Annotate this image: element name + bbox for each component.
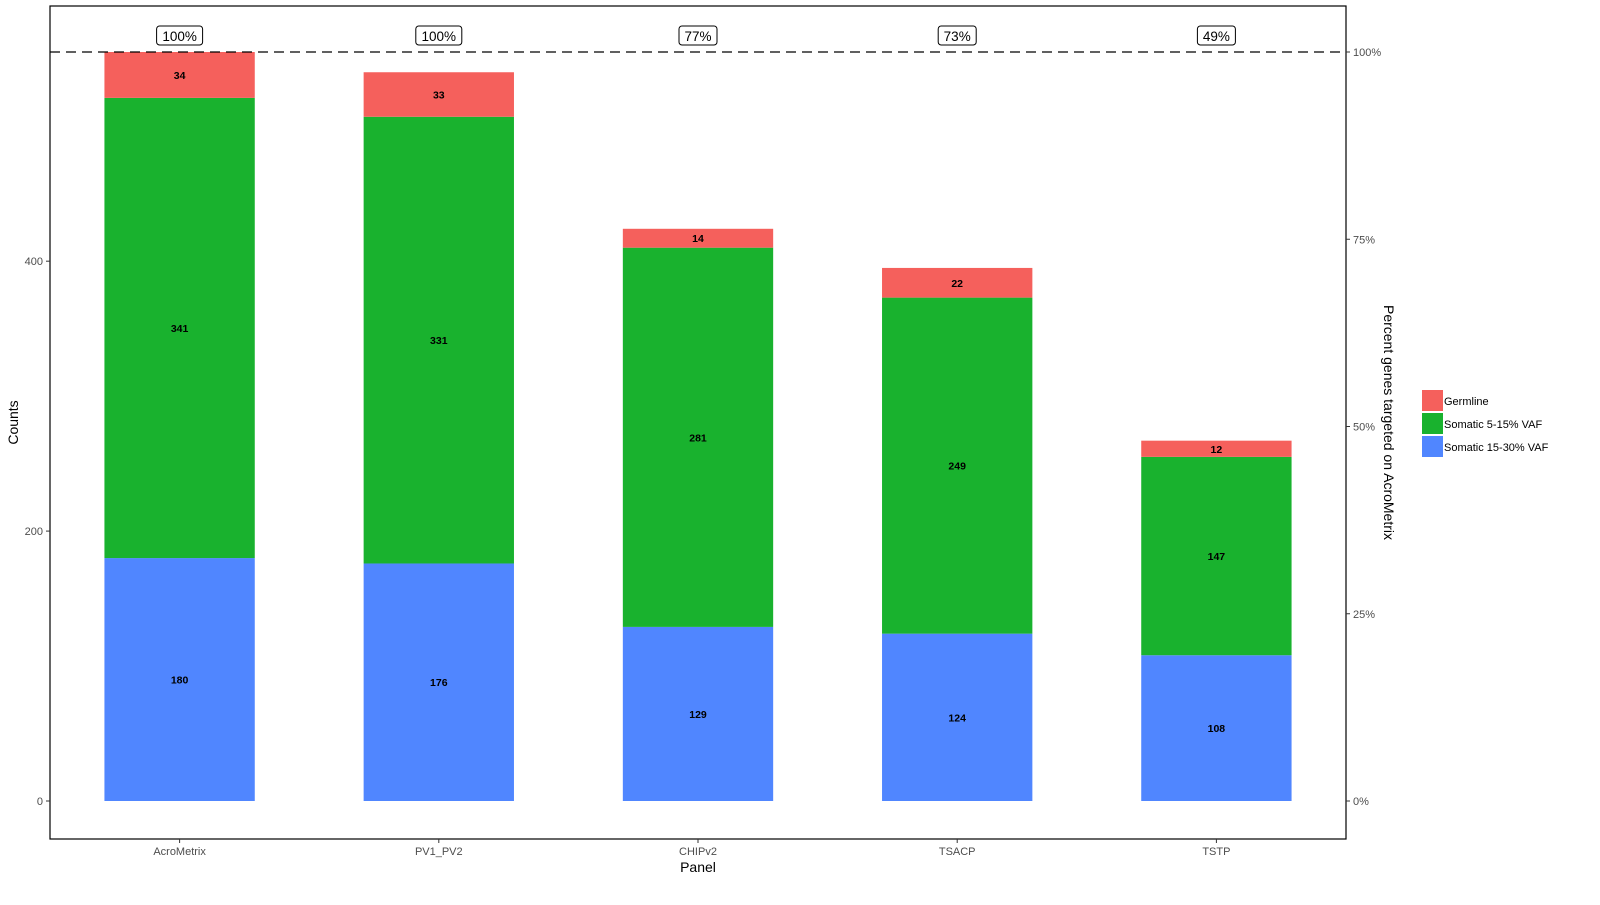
bar-segment-chipv2-0 [622,626,774,801]
bar-segment-pv1_pv2-1 [363,116,514,564]
bar-segment-tsacp-1 [882,297,1033,634]
legend-label: Somatic 15-30% VAF [1444,442,1549,454]
data-label: 341 [171,323,189,335]
percent-label-box [678,25,718,46]
percent-label-text: 100% [422,29,457,44]
data-label: 108 [1208,723,1226,735]
percent-label-text: 100% [162,29,197,44]
y-tick-label: 200 [25,526,43,538]
data-label: 249 [948,461,966,473]
x-tick-label: AcroMetrix [153,846,206,858]
percent-label: 73% [937,25,977,46]
data-label: 33 [433,90,445,102]
x-tick-label: TSACP [939,846,976,858]
data-label: 147 [1208,551,1226,563]
percent-label-box [415,25,463,46]
right-y-tick-label: 100% [1353,47,1381,59]
data-label: 12 [1211,444,1223,456]
bar-segment-tsacp-0 [882,633,1033,801]
bar-segment-acrometrix-0 [104,558,255,801]
legend-label: Germline [1444,396,1489,408]
right-y-tick-label: 25% [1353,609,1375,621]
legend-swatch [1422,436,1443,457]
data-label: 180 [171,675,189,687]
percent-label-text: 73% [944,29,971,44]
bars-layer [104,52,1292,801]
bar-segment-chipv2-1 [622,247,774,627]
x-axis: AcroMetrix PV1_PV2 CHIPv2 TSACP TSTP [153,839,1230,858]
bar-segment-chipv2-2 [622,228,774,248]
right-y-axis: 0% 25% 50% 75% 100% [1346,47,1381,808]
bar-segment-acrometrix-2 [104,52,255,98]
bar-segment-tsacp-2 [882,267,1033,298]
data-label: 124 [948,712,966,724]
data-label: 176 [430,677,448,689]
data-label: 34 [174,70,186,82]
x-axis-title: Panel [680,859,716,875]
percent-labels-layer: 100% 100% 77% 73% 49% [156,25,1236,46]
bar-segment-pv1_pv2-0 [363,563,514,801]
data-label: 22 [951,278,963,290]
percent-label: 77% [678,25,718,46]
percent-label-box [937,25,977,46]
right-y-axis-title: Percent genes targeted on AcroMetrix [1381,305,1397,540]
y-tick-label: 400 [25,256,43,268]
bar-segment-tstp-1 [1141,456,1292,656]
y-tick-label: 0 [37,796,43,808]
data-label: 331 [430,335,448,347]
bar-segment-pv1_pv2-2 [363,72,514,117]
x-tick-label: PV1_PV2 [415,846,463,858]
left-y-axis: 0 200 400 [25,256,50,808]
segment-labels-layer: 180 341 34 176 331 33 129 281 14 124 249 22 108 147 12 [171,70,1225,735]
data-label: 129 [689,709,707,721]
legend-swatch [1422,390,1443,411]
legend: Germline Somatic 5-15% VAF Somatic 15-30% … [1422,390,1549,457]
legend-swatch [1422,413,1443,434]
bar-segment-acrometrix-1 [104,97,255,559]
percent-label-text: 77% [684,29,711,44]
right-y-tick-label: 75% [1353,234,1375,246]
x-tick-label: CHIPv2 [679,846,717,858]
right-y-tick-label: 50% [1353,422,1375,434]
y-axis-title: Counts [5,400,21,444]
percent-label: 100% [415,25,463,46]
right-y-tick-label: 0% [1353,796,1369,808]
percent-label-box [1196,25,1236,46]
percent-label-box [156,25,204,46]
legend-label: Somatic 5-15% VAF [1444,419,1543,431]
x-tick-label: TSTP [1202,846,1230,858]
data-label: 14 [692,233,704,245]
percent-label: 100% [156,25,204,46]
percent-label: 49% [1196,25,1236,46]
bar-segment-tstp-2 [1141,440,1292,457]
percent-label-text: 49% [1203,29,1230,44]
bar-segment-tstp-0 [1141,655,1292,801]
data-label: 281 [689,432,707,444]
